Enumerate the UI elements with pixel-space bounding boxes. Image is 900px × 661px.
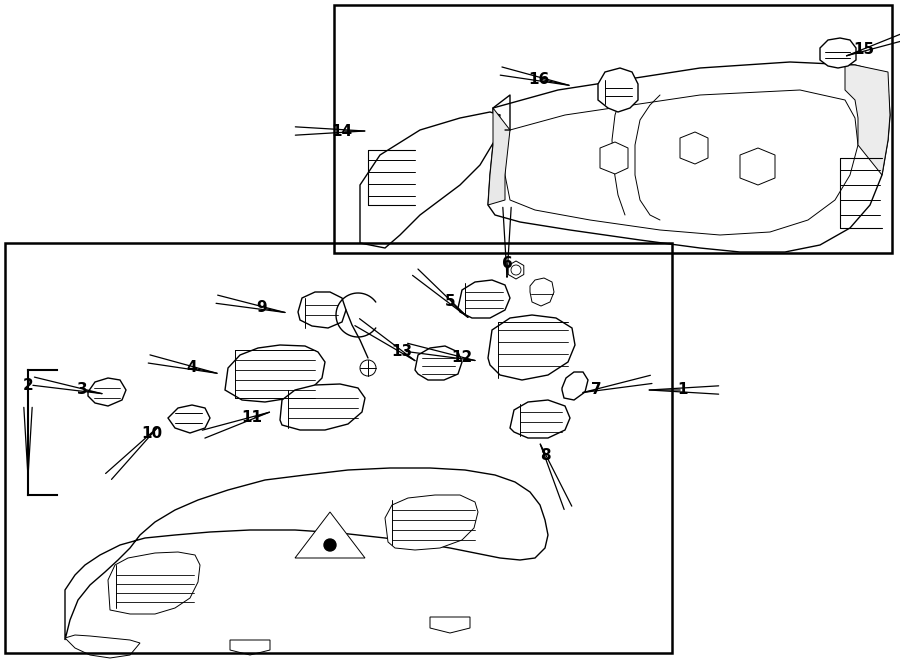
Polygon shape: [65, 468, 548, 640]
Polygon shape: [225, 345, 325, 402]
Polygon shape: [740, 148, 775, 185]
Text: 16: 16: [528, 71, 550, 87]
Polygon shape: [280, 384, 365, 430]
Polygon shape: [600, 142, 628, 174]
Polygon shape: [488, 108, 510, 205]
Text: 13: 13: [392, 344, 412, 360]
Polygon shape: [88, 378, 126, 406]
Polygon shape: [562, 372, 588, 400]
Polygon shape: [430, 617, 470, 633]
Polygon shape: [298, 292, 346, 328]
Text: 6: 6: [501, 256, 512, 272]
Polygon shape: [295, 512, 365, 558]
Circle shape: [360, 360, 376, 376]
Polygon shape: [530, 278, 554, 306]
Polygon shape: [458, 280, 510, 318]
Text: 15: 15: [853, 42, 875, 58]
Polygon shape: [385, 495, 478, 550]
Text: 5: 5: [445, 295, 455, 309]
Polygon shape: [488, 315, 575, 380]
Polygon shape: [598, 68, 638, 112]
Polygon shape: [845, 65, 890, 175]
Text: 8: 8: [540, 447, 550, 463]
Text: 12: 12: [452, 350, 472, 366]
Polygon shape: [820, 38, 856, 68]
Text: 9: 9: [256, 301, 267, 315]
Bar: [334, 5, 892, 253]
Text: 2: 2: [22, 377, 33, 393]
Polygon shape: [230, 640, 270, 655]
Polygon shape: [168, 405, 210, 433]
Polygon shape: [65, 635, 140, 658]
Text: 7: 7: [590, 383, 601, 397]
Polygon shape: [508, 261, 524, 279]
Polygon shape: [108, 552, 200, 614]
Polygon shape: [360, 112, 500, 248]
Polygon shape: [510, 400, 570, 438]
Text: 11: 11: [241, 410, 263, 426]
Polygon shape: [505, 90, 858, 235]
Polygon shape: [415, 346, 462, 380]
Polygon shape: [488, 62, 890, 252]
Polygon shape: [680, 132, 708, 164]
Text: 14: 14: [331, 124, 353, 139]
Text: 3: 3: [76, 383, 87, 397]
Text: 10: 10: [141, 426, 163, 440]
Text: 1: 1: [678, 383, 688, 397]
Bar: [5, 243, 672, 653]
Text: 4: 4: [186, 360, 197, 375]
Circle shape: [324, 539, 336, 551]
Circle shape: [511, 265, 521, 275]
